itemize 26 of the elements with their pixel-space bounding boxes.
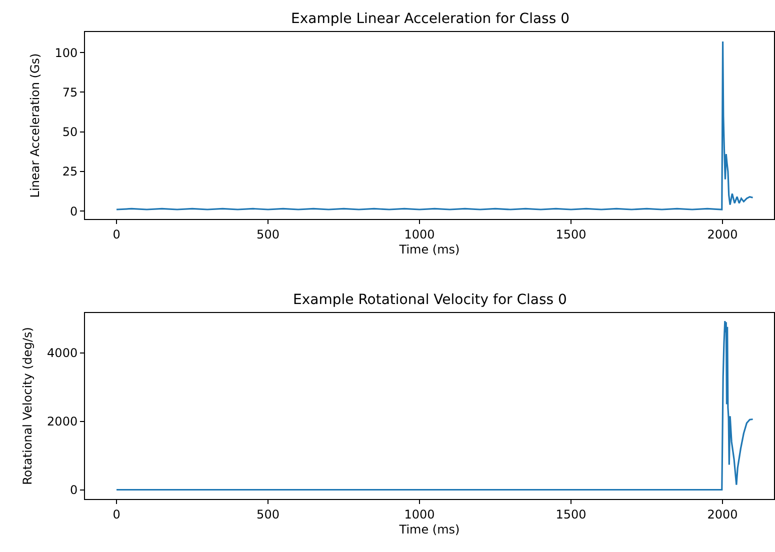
- chart-title: Example Rotational Velocity for Class 0: [293, 292, 567, 308]
- x-tick-label: 0: [112, 507, 120, 522]
- y-tick-label: 0: [70, 204, 78, 218]
- x-axis-title: Time (ms): [398, 522, 460, 536]
- y-axis-title: Linear Acceleration (Gs): [28, 53, 42, 198]
- y-tick-label: 2000: [47, 414, 78, 429]
- y-tick-label: 4000: [47, 346, 78, 360]
- x-tick-label: 1500: [556, 507, 586, 522]
- x-tick-label: 2000: [707, 227, 738, 242]
- x-tick-label: 1500: [556, 227, 586, 242]
- x-tick-label: 0: [112, 227, 120, 242]
- chart-title: Example Linear Acceleration for Class 0: [291, 11, 570, 27]
- x-tick-label: 1000: [404, 227, 435, 242]
- y-tick-label: 100: [54, 46, 78, 60]
- x-tick-label: 500: [256, 227, 280, 242]
- line-series: [116, 40, 754, 210]
- y-tick-label: 25: [62, 164, 78, 179]
- x-tick-label: 1000: [404, 507, 435, 522]
- x-tick-label: 2000: [707, 507, 738, 522]
- x-axis-title: Time (ms): [398, 242, 460, 256]
- line-series: [116, 320, 754, 491]
- y-tick-label: 0: [70, 482, 78, 497]
- y-axis-title: Rotational Velocity (deg/s): [20, 327, 34, 485]
- y-tick-label: 75: [62, 85, 78, 100]
- y-tick-label: 50: [62, 125, 78, 140]
- x-tick-label: 500: [256, 507, 280, 522]
